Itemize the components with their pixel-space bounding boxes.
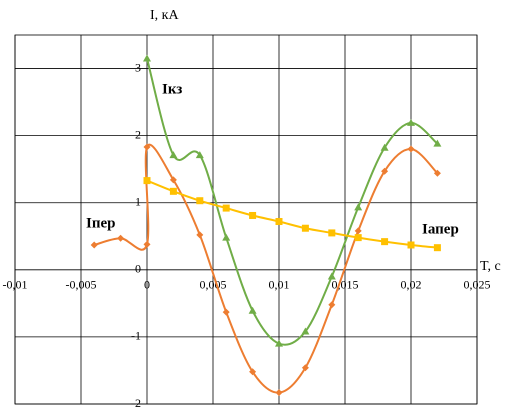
series-label: Iапер — [422, 221, 459, 237]
plot-frame — [14, 34, 478, 405]
marker — [354, 234, 362, 242]
y-tick-label: -2 — [131, 396, 141, 410]
marker — [169, 151, 178, 159]
marker — [381, 238, 389, 246]
y-tick-label: -1 — [131, 329, 141, 343]
marker — [196, 231, 204, 239]
x-tick-label: 0,02 — [401, 278, 422, 292]
series-label: Iпер — [86, 215, 115, 231]
x-tick-label: 0,025 — [464, 278, 491, 292]
series-label: Iкз — [162, 81, 182, 97]
marker — [301, 224, 309, 232]
marker — [248, 306, 257, 314]
y-axis-label: I, кА — [150, 8, 179, 23]
marker — [169, 187, 177, 195]
marker — [249, 368, 257, 376]
marker — [143, 240, 151, 248]
marker — [143, 143, 151, 151]
marker — [195, 151, 204, 159]
marker — [328, 229, 336, 237]
y-tick-label: 3 — [135, 60, 141, 74]
marker — [433, 139, 442, 147]
marker — [380, 143, 389, 151]
marker — [275, 339, 283, 347]
marker — [433, 169, 441, 177]
x-tick-label: -0,005 — [66, 278, 97, 292]
marker — [301, 327, 310, 335]
marker — [301, 364, 309, 372]
marker — [407, 118, 415, 126]
x-tick-label: 0,015 — [332, 278, 359, 292]
marker — [143, 177, 151, 185]
marker — [407, 145, 415, 153]
marker — [196, 197, 204, 205]
x-tick-label: 0,005 — [200, 278, 227, 292]
marker — [275, 389, 283, 397]
x-axis-label: T, с — [480, 259, 501, 274]
marker — [354, 203, 363, 211]
marker — [354, 227, 362, 235]
marker — [328, 301, 336, 309]
marker — [222, 308, 230, 316]
marker — [275, 218, 283, 226]
marker — [169, 176, 177, 184]
marker — [90, 241, 98, 249]
marker — [327, 272, 336, 280]
x-tick-label: 0 — [144, 278, 150, 292]
marker — [249, 211, 257, 219]
marker — [143, 54, 151, 62]
marker — [381, 167, 389, 175]
marker — [433, 244, 441, 252]
y-tick-label: 0 — [135, 262, 141, 276]
series-line — [146, 58, 439, 346]
marker — [222, 204, 230, 212]
marker — [117, 234, 125, 242]
x-tick-label: 0,01 — [269, 278, 290, 292]
x-tick-label: -0,01 — [3, 278, 28, 292]
marker — [407, 241, 415, 249]
y-tick-label: 1 — [135, 194, 141, 208]
marker — [222, 233, 231, 241]
y-tick-label: 2 — [135, 127, 141, 141]
